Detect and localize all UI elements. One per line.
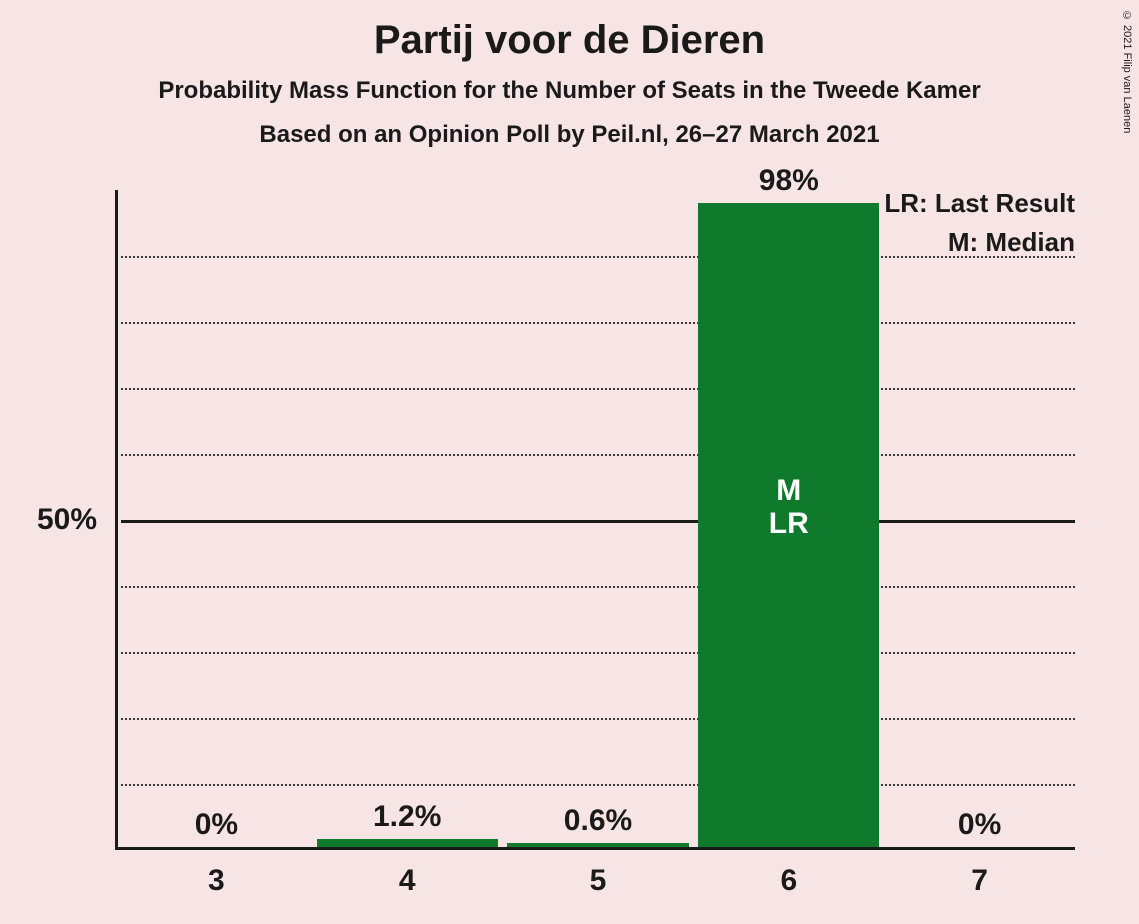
bar-value-label: 0% — [958, 808, 1001, 842]
x-tick-label: 6 — [780, 864, 797, 898]
bar-value-label: 1.2% — [373, 800, 441, 834]
chart-subtitle-1: Probability Mass Function for the Number… — [0, 77, 1139, 105]
bar-value-label: 0% — [195, 808, 238, 842]
chart-title: Partij voor de Dieren — [0, 18, 1139, 63]
x-tick-label: 5 — [590, 864, 607, 898]
grid-minor — [121, 454, 1075, 456]
grid-major — [121, 520, 1075, 523]
x-tick-label: 4 — [399, 864, 416, 898]
plot-area: LR: Last Result M: Median 50%0%31.2%40.6… — [115, 190, 1075, 850]
grid-minor — [121, 784, 1075, 786]
x-tick-label: 3 — [208, 864, 225, 898]
grid-minor — [121, 322, 1075, 324]
grid-minor — [121, 652, 1075, 654]
grid-minor — [121, 388, 1075, 390]
x-axis — [115, 847, 1075, 850]
grid-minor — [121, 586, 1075, 588]
x-tick-label: 7 — [971, 864, 988, 898]
bar-inside-label: MLR — [769, 474, 809, 540]
bar — [507, 843, 688, 847]
grid-minor — [121, 718, 1075, 720]
grid-minor — [121, 256, 1075, 258]
chart-container: © 2021 Filip van Laenen Partij voor de D… — [0, 0, 1139, 924]
copyright-text: © 2021 Filip van Laenen — [1121, 10, 1133, 133]
bar: MLR — [698, 203, 879, 847]
legend: LR: Last Result M: Median — [884, 184, 1075, 262]
bar-value-label: 0.6% — [564, 804, 632, 838]
bar-value-label: 98% — [759, 164, 819, 198]
legend-lr: LR: Last Result — [884, 184, 1075, 223]
y-axis — [115, 190, 118, 850]
chart-subtitle-2: Based on an Opinion Poll by Peil.nl, 26–… — [0, 121, 1139, 149]
y-tick-label: 50% — [37, 503, 97, 537]
bar — [317, 839, 498, 847]
